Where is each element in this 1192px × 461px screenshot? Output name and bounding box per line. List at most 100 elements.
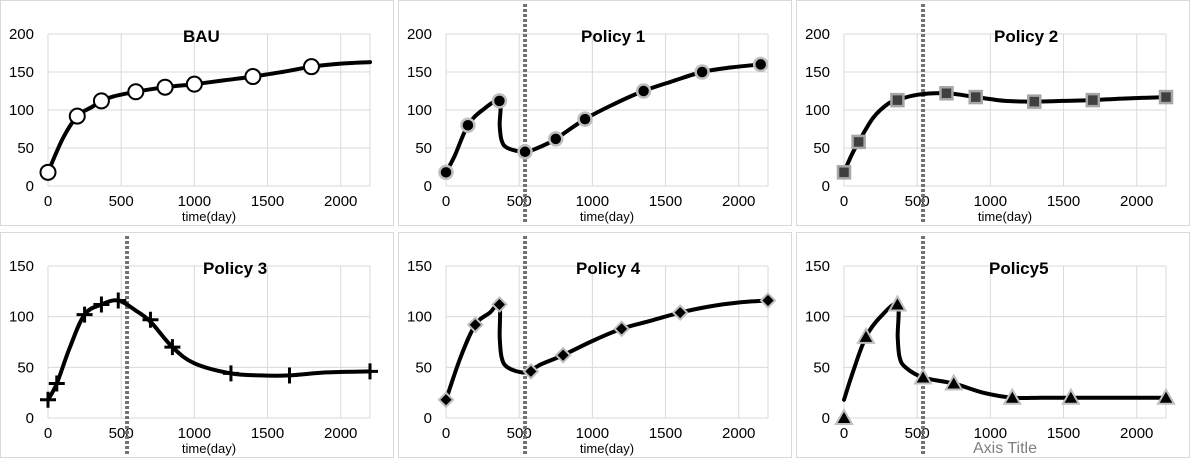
x-tick-label: 1500	[1047, 425, 1080, 442]
x-axis-label: time(day)	[182, 209, 236, 224]
y-tick-label: 50	[17, 140, 34, 157]
x-tick-label: 1500	[1047, 193, 1080, 210]
chart-frame	[0, 232, 394, 458]
x-tick-label: 1500	[251, 193, 284, 210]
data-point-marker	[548, 131, 564, 147]
y-tick-label: 150	[805, 258, 830, 275]
data-point-marker	[890, 92, 905, 108]
data-point-marker	[1061, 387, 1081, 405]
data-point-marker	[834, 407, 854, 425]
y-tick-label: 150	[9, 64, 34, 81]
data-point-marker	[1027, 94, 1042, 109]
x-axis-label: time(day)	[580, 441, 634, 456]
x-tick-label: 500	[109, 193, 134, 210]
data-point-marker	[1156, 387, 1176, 405]
data-point-marker	[1158, 89, 1174, 105]
x-tick-label: 1500	[649, 193, 682, 210]
chart-panel-3: 0 50 100 150 200 0 500 1000 1500 2000 time(day) Pol…	[796, 0, 1192, 228]
x-tick-label: 500	[905, 193, 930, 210]
data-point-marker	[522, 362, 540, 380]
x-tick-label: 2000	[1120, 193, 1153, 210]
x-tick-label: 0	[44, 425, 52, 442]
x-axis-label: time(day)	[978, 209, 1032, 224]
data-point-marker	[752, 56, 769, 73]
y-tick-label: 100	[805, 309, 830, 326]
x-tick-label: 1500	[251, 425, 284, 442]
y-tick-label: 50	[415, 140, 432, 157]
x-tick-label: 0	[840, 193, 848, 210]
data-point-marker	[694, 64, 710, 80]
series-line	[842, 301, 1168, 402]
x-tick-label: 0	[442, 425, 450, 442]
y-tick-label: 0	[26, 410, 34, 427]
chart-panel-5: 0 50 100 150 0 500 1000 1500 2000 time(day) Policy…	[398, 232, 794, 460]
chart-panel-2: 0 50 100 150 200 0 500 1000 1500 2000 time(day) Pol…	[398, 0, 794, 228]
data-point-marker	[491, 93, 508, 109]
y-tick-label: 100	[407, 309, 432, 326]
chart-title: Policy 3	[203, 259, 267, 278]
data-point-marker	[939, 86, 954, 101]
data-point-marker	[68, 107, 86, 125]
x-tick-label: 500	[507, 425, 532, 442]
y-tick-label: 0	[424, 178, 432, 195]
y-tick-label: 150	[407, 64, 432, 81]
x-tick-label: 0	[44, 193, 52, 210]
x-tick-label: 2000	[324, 193, 357, 210]
x-axis-label: time(day)	[182, 441, 236, 456]
data-point-marker	[944, 373, 964, 391]
data-point-marker	[127, 83, 145, 101]
data-point-marker	[1002, 387, 1023, 405]
y-tick-label: 100	[9, 309, 34, 326]
chart-title: BAU	[183, 27, 220, 46]
y-tick-label: 200	[9, 26, 34, 43]
data-point-marker	[851, 134, 866, 150]
x-tick-label: 1500	[649, 425, 682, 442]
data-point-marker	[856, 326, 876, 344]
y-tick-label: 0	[822, 410, 830, 427]
data-point-marker	[93, 296, 110, 313]
x-tick-label: 1000	[974, 425, 1007, 442]
x-tick-label: 2000	[324, 425, 357, 442]
x-tick-label: 1000	[178, 425, 211, 442]
x-axis-label: Axis Title	[973, 440, 1037, 457]
series-line	[444, 62, 763, 175]
y-tick-label: 50	[415, 359, 432, 376]
x-tick-label: 1000	[178, 193, 211, 210]
data-point-marker	[1085, 92, 1101, 108]
data-point-marker	[437, 391, 455, 409]
x-tick-label: 500	[507, 193, 532, 210]
x-tick-label: 500	[905, 425, 930, 442]
x-tick-label: 1000	[974, 193, 1007, 210]
data-point-marker	[554, 346, 572, 364]
chart-frame	[796, 0, 1190, 226]
data-point-marker	[968, 89, 983, 105]
y-tick-label: 150	[805, 64, 830, 81]
y-tick-label: 0	[822, 178, 830, 195]
chart-panel-1: 0 50 100 150 200 0 500 1000 1500 2000 time(day) BAU	[0, 0, 396, 228]
data-point-marker	[110, 292, 127, 309]
y-tick-label: 0	[424, 410, 432, 427]
x-tick-label: 2000	[1120, 425, 1153, 442]
data-point-marker	[887, 294, 908, 312]
y-tick-label: 100	[805, 102, 830, 119]
data-point-marker	[836, 165, 852, 180]
x-tick-label: 500	[109, 425, 134, 442]
x-tick-label: 2000	[722, 193, 755, 210]
data-point-marker	[244, 68, 262, 86]
data-point-marker	[142, 311, 159, 328]
x-tick-label: 2000	[722, 425, 755, 442]
x-tick-label: 0	[442, 193, 450, 210]
x-tick-label: 1000	[576, 193, 609, 210]
x-axis-label: time(day)	[580, 209, 634, 224]
y-tick-label: 0	[26, 178, 34, 195]
y-tick-label: 200	[407, 26, 432, 43]
data-point-marker	[76, 306, 93, 323]
chart-panel-6: 0 50 100 150 0 500 1000 1500 2000 Axis Title Polic…	[796, 232, 1192, 460]
data-point-marker	[185, 75, 203, 93]
